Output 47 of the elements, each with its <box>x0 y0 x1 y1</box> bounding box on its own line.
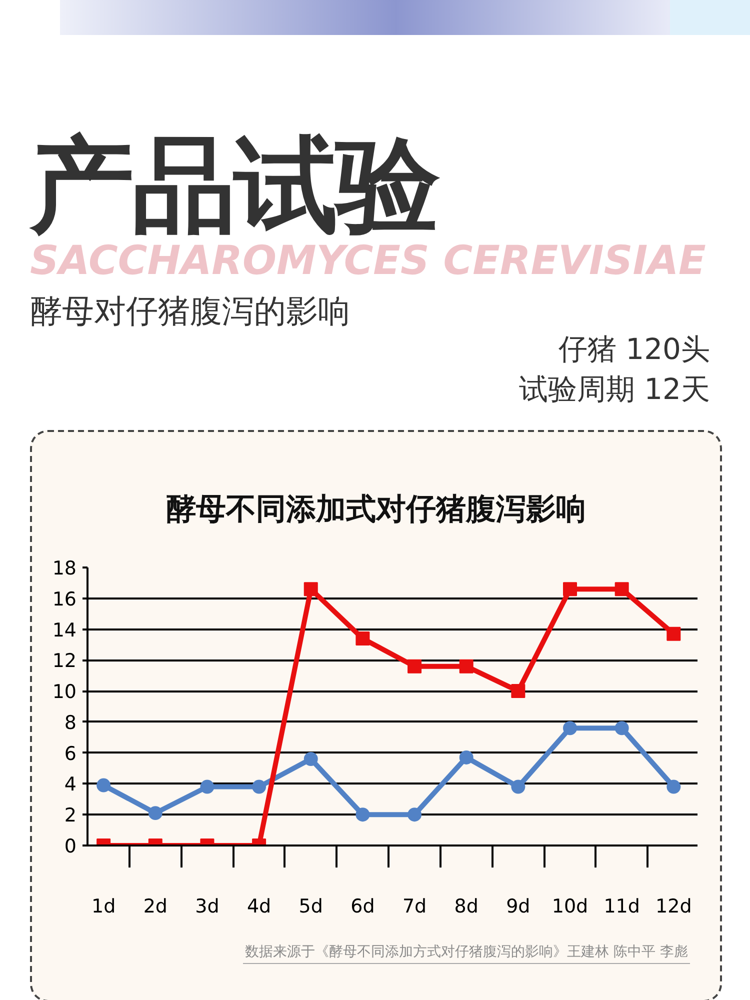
text: 数据来源于《酵母不同添加方式对仔猪腹泻的影响》王建林 陈中平 李彪 <box>243 944 690 964</box>
point <box>148 806 162 820</box>
text: 试验周期 12天 <box>518 372 710 406</box>
x-tick-label: 12d <box>656 896 692 918</box>
x-tick-label: 2d <box>143 896 168 918</box>
y-tick-label: 10 <box>52 681 77 704</box>
point <box>356 808 370 822</box>
point <box>304 582 318 596</box>
point <box>614 721 629 736</box>
x-tick-label: 3d <box>195 896 220 918</box>
x-tick-label: 1d <box>91 896 116 918</box>
x-tick-label: 8d <box>454 896 478 918</box>
y-tick-label: 14 <box>52 619 77 642</box>
point <box>408 808 422 822</box>
y-tick-label: 0 <box>64 836 77 858</box>
point <box>563 582 578 596</box>
y-tick-label: 12 <box>52 650 77 672</box>
point <box>459 750 474 764</box>
x-tick-label: 6d <box>350 896 375 918</box>
point <box>511 684 526 698</box>
point <box>96 778 111 792</box>
y-tick-label: 8 <box>64 712 77 734</box>
point <box>666 626 681 641</box>
y-tick-label: 4 <box>64 774 77 796</box>
x-tick-label: 7d <box>402 896 427 918</box>
point <box>666 780 681 794</box>
x-tick-label: 10d <box>552 896 588 918</box>
point <box>563 721 578 736</box>
point <box>356 632 370 646</box>
x-tick-label: 4d <box>246 896 272 918</box>
x-tick-label: 11d <box>604 896 640 918</box>
point <box>511 780 526 794</box>
y-tick-label: 16 <box>52 588 77 610</box>
point <box>200 780 214 794</box>
x-tick-label: 9d <box>506 896 530 918</box>
y-tick-label: 2 <box>64 804 77 827</box>
text: 仔猪 120头 <box>558 332 710 366</box>
chart-title: 酵母不同添加式对仔猪腹泻影响 <box>165 491 587 529</box>
y-tick-label: 18 <box>52 558 77 580</box>
x-tick-label: 5d <box>298 896 323 918</box>
point <box>252 780 266 794</box>
point <box>408 659 422 674</box>
chart-subtitle: 酵母对仔猪腹泻的影响 <box>30 292 350 330</box>
point <box>459 659 474 674</box>
point <box>304 752 318 766</box>
y-tick-label: 6 <box>64 742 77 765</box>
point <box>614 582 629 596</box>
